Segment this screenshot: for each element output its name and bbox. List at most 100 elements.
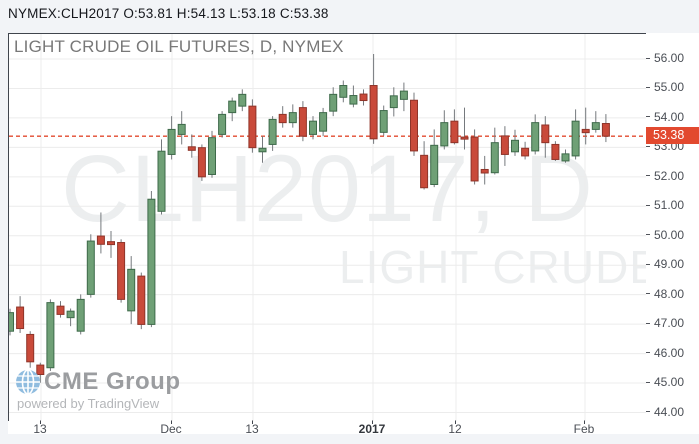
candle-body-down — [107, 241, 115, 246]
close-label: C: — [279, 5, 294, 21]
candle-body-down — [480, 168, 489, 174]
open-value: 53.81 — [138, 5, 173, 21]
x-axis[interactable]: 13 Dec 13 2017 12 Feb — [8, 420, 699, 436]
candle-body-up — [86, 240, 95, 295]
candle-body-down — [26, 333, 35, 363]
y-axis-tick — [646, 145, 650, 147]
y-axis-tick — [646, 352, 650, 354]
y-axis-label: 49.00 — [654, 257, 685, 272]
candle-body-up — [288, 112, 297, 124]
last-price-tag: 53.38 — [646, 126, 699, 144]
candle-body-up — [309, 120, 317, 135]
x-axis-tick — [252, 420, 253, 424]
y-axis-label: 44.00 — [654, 404, 685, 419]
x-axis-tick — [455, 420, 456, 424]
candle-body-down — [298, 107, 307, 137]
candle-body-down — [96, 235, 105, 245]
candle-body-down — [470, 136, 479, 182]
y-axis-label: 48.00 — [654, 286, 685, 301]
y-axis-label: 55.00 — [654, 80, 685, 95]
candle-body-down — [278, 113, 287, 124]
y-axis-tick — [646, 204, 650, 206]
candle-body-down — [551, 143, 560, 160]
low-value: 53.18 — [241, 5, 276, 21]
candle-body-down — [521, 147, 530, 157]
candle-body-up — [157, 150, 166, 212]
x-axis-label: Feb — [573, 422, 595, 436]
y-axis-tick — [646, 411, 650, 412]
y-axis-tick — [646, 263, 650, 265]
watermark-description: LIGHT CRUDE — [339, 241, 646, 293]
close-value: 53.38 — [293, 5, 329, 21]
x-axis-label: 12 — [448, 422, 462, 436]
y-axis-tick — [646, 381, 650, 383]
y-axis-tick — [646, 293, 650, 295]
candle-body-up — [389, 95, 398, 109]
y-axis-label: 50.00 — [654, 227, 685, 242]
candle-body-down — [36, 364, 45, 375]
y-axis-label: 47.00 — [654, 316, 685, 331]
y-axis-tick — [646, 86, 650, 88]
y-axis[interactable]: 53.38 44.00 45.00 46.00 47.00 48.00 49.00 50.0… — [646, 33, 699, 434]
candle-body-up — [66, 310, 75, 319]
candle-body-down — [248, 105, 257, 149]
y-axis-label: 54.00 — [654, 109, 685, 124]
last-price-value: 53.38 — [653, 128, 685, 143]
candle-body-down — [460, 136, 469, 140]
candle-body-up — [511, 139, 519, 153]
candle-body-up — [46, 302, 55, 369]
chart-plot-area[interactable]: CLH2017, D LIGHT CRUDE LIGHT CRUDE OIL F… — [8, 33, 647, 422]
chart-title: LIGHT CRUDE OIL FUTURES, D, NYMEX — [14, 37, 344, 56]
candle-body-up — [379, 110, 388, 133]
y-axis-tick — [646, 57, 650, 59]
y-axis-label: 52.00 — [654, 168, 685, 183]
candle-body-down — [16, 306, 25, 330]
candle-body-down — [369, 85, 378, 140]
candle-body-up — [591, 122, 600, 130]
candle-body-up — [399, 90, 408, 100]
candle-body-down — [56, 305, 65, 315]
candle-body-up — [76, 298, 85, 332]
candle-body-up — [228, 100, 237, 114]
x-axis-label: 13 — [245, 422, 259, 436]
candle-body-down — [581, 128, 590, 134]
candle-body-down — [450, 120, 459, 144]
candle-body-down — [410, 99, 418, 152]
candle-body-up — [218, 113, 227, 135]
y-axis-tick — [646, 234, 650, 236]
x-axis-tick — [584, 420, 585, 424]
candle-body-up — [349, 95, 358, 105]
candle-body-down — [117, 242, 126, 300]
powered-by-tradingview-link[interactable]: powered by TradingView — [17, 396, 160, 411]
x-axis-tick — [171, 420, 172, 424]
candlestick-canvas — [9, 34, 646, 421]
x-axis-label: 2017 — [358, 422, 386, 436]
bottom-margin — [0, 434, 699, 444]
x-axis-label: 13 — [33, 422, 47, 436]
candle-body-down — [137, 275, 146, 325]
y-axis-label: 46.00 — [654, 345, 685, 360]
symbol-ohlc-text: NYMEX:CLH2017 O:53.81 H:54.13 L:53.18 C:… — [8, 6, 329, 21]
y-axis-tick — [646, 116, 650, 118]
x-axis-tick — [372, 420, 373, 424]
candle-body-up — [238, 93, 247, 107]
y-axis-label: 56.00 — [654, 51, 685, 65]
symbol-ohlc-bar: NYMEX:CLH2017 O:53.81 H:54.13 L:53.18 C:… — [0, 0, 699, 26]
candle-body-up — [571, 120, 580, 157]
candle-body-up — [561, 153, 570, 162]
candle-body-down — [420, 154, 429, 189]
candle-body-up — [430, 144, 439, 185]
x-axis-tick — [40, 420, 41, 424]
candle-body-up — [490, 142, 499, 174]
candle-body-up — [167, 128, 176, 155]
symbol-name: NYMEX:CLH2017 — [8, 5, 120, 21]
candle-body-down — [197, 147, 206, 178]
candle-body-down — [500, 135, 509, 155]
candle-body-down — [601, 123, 610, 137]
high-value: 54.13 — [190, 5, 226, 21]
candle-body-up — [268, 118, 277, 145]
candle-body-up — [177, 123, 186, 135]
y-axis-tick — [646, 175, 650, 177]
y-axis-label: 51.00 — [654, 198, 685, 213]
